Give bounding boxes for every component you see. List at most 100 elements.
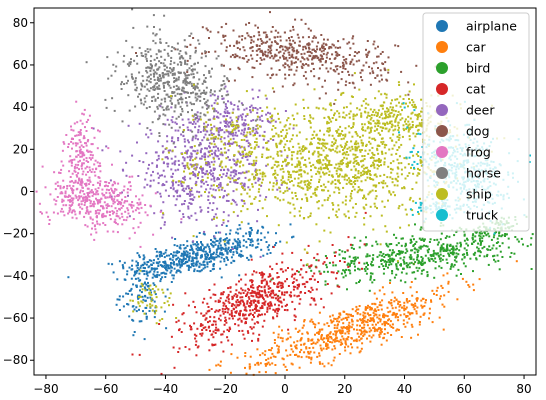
- point-car: [398, 300, 401, 303]
- point-cat: [281, 284, 284, 287]
- point-airplane: [238, 253, 241, 256]
- point-deer: [138, 160, 141, 162]
- point-airplane: [236, 228, 239, 231]
- point-horse: [184, 61, 187, 64]
- point-airplane: [209, 270, 212, 272]
- point-deer: [208, 171, 211, 174]
- point-deer: [203, 230, 206, 233]
- point-dog: [385, 78, 388, 81]
- point-airplane: [188, 252, 191, 255]
- point-airplane: [138, 254, 141, 257]
- point-frog: [83, 204, 86, 206]
- point-airplane: [226, 258, 229, 261]
- point-bird: [480, 241, 482, 244]
- point-deer: [149, 185, 152, 188]
- point-frog: [71, 191, 74, 193]
- point-dog: [301, 56, 304, 59]
- point-deer: [189, 155, 191, 158]
- point-dog: [337, 81, 340, 84]
- point-cat: [261, 313, 263, 316]
- point-horse: [189, 57, 192, 60]
- point-horse: [158, 28, 161, 31]
- point-frog: [62, 179, 65, 182]
- point-deer: [162, 213, 165, 216]
- point-dog: [268, 45, 271, 48]
- point-bird: [391, 270, 394, 272]
- point-frog: [80, 144, 83, 147]
- point-deer: [199, 131, 202, 133]
- point-cat: [281, 252, 284, 255]
- point-horse: [214, 137, 217, 140]
- point-car: [339, 343, 342, 346]
- point-cat: [284, 304, 287, 307]
- point-frog: [82, 197, 85, 200]
- point-deer: [181, 162, 184, 165]
- point-deer: [224, 105, 227, 108]
- point-cat: [330, 292, 333, 295]
- point-deer: [233, 159, 236, 162]
- point-deer: [243, 183, 246, 186]
- point-airplane: [207, 254, 209, 257]
- point-car: [300, 348, 303, 351]
- point-frog: [67, 143, 70, 146]
- point-car: [351, 323, 354, 326]
- point-deer: [197, 138, 199, 141]
- point-ship: [328, 170, 331, 173]
- point-frog: [93, 238, 96, 241]
- point-horse: [148, 75, 150, 78]
- point-car: [313, 351, 316, 354]
- point-bird: [414, 223, 416, 226]
- point-horse: [142, 103, 145, 106]
- point-horse: [194, 88, 196, 91]
- point-bird: [396, 253, 399, 255]
- point-dog: [295, 52, 298, 55]
- point-frog: [91, 168, 94, 171]
- point-horse: [140, 52, 143, 55]
- point-dog: [338, 54, 341, 56]
- point-frog: [115, 212, 118, 215]
- point-deer: [175, 181, 177, 184]
- point-ship: [326, 142, 329, 145]
- point-bird: [444, 237, 447, 239]
- point-frog: [152, 233, 155, 236]
- point-car: [312, 322, 315, 325]
- point-cat: [249, 292, 252, 295]
- point-airplane: [217, 247, 220, 250]
- point-deer: [227, 100, 229, 103]
- point-airplane: [219, 247, 222, 250]
- point-deer: [244, 124, 247, 127]
- point-airplane: [163, 310, 166, 313]
- point-frog: [105, 181, 108, 184]
- point-dog: [318, 97, 321, 100]
- point-cat: [227, 293, 230, 296]
- point-frog: [124, 200, 127, 203]
- point-ship: [303, 217, 306, 219]
- point-airplane: [143, 261, 146, 264]
- point-dog: [317, 56, 320, 59]
- point-ship: [354, 168, 357, 171]
- point-deer: [230, 102, 233, 105]
- point-cat: [276, 286, 279, 289]
- point-deer: [190, 202, 192, 205]
- point-cat: [277, 282, 280, 285]
- point-bird: [492, 244, 495, 247]
- point-car: [380, 304, 383, 307]
- point-ship: [215, 127, 218, 130]
- point-car: [404, 308, 407, 310]
- point-horse: [162, 62, 165, 65]
- point-dog: [251, 66, 254, 69]
- point-cat: [264, 294, 267, 297]
- point-frog: [54, 188, 57, 191]
- point-car: [347, 345, 350, 348]
- point-ship: [354, 114, 357, 117]
- point-frog: [59, 185, 62, 188]
- point-airplane: [213, 257, 215, 260]
- point-dog: [306, 57, 309, 60]
- point-dog: [341, 61, 344, 64]
- point-ship: [374, 184, 377, 187]
- point-cat: [309, 303, 312, 306]
- point-cat: [252, 326, 255, 329]
- point-cat: [195, 311, 198, 314]
- point-car: [338, 320, 341, 323]
- point-frog: [39, 211, 42, 213]
